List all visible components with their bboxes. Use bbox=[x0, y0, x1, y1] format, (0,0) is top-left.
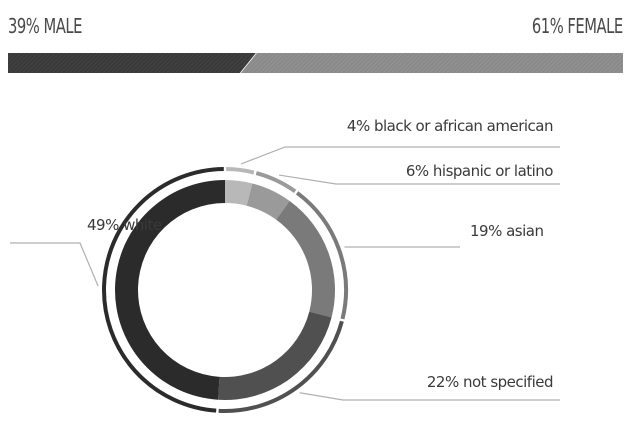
leader-line-not-specified bbox=[299, 392, 560, 401]
slice-asian bbox=[276, 201, 335, 318]
label-not-specified: 22% not specified bbox=[427, 373, 553, 391]
label-white: 49% white bbox=[87, 216, 162, 234]
slice-black-or-african-american bbox=[225, 180, 253, 206]
female-bar-segment bbox=[240, 53, 623, 73]
slice-hispanic-or-latino bbox=[246, 183, 290, 220]
male-bar-segment bbox=[8, 53, 256, 73]
gender-split-bar bbox=[8, 53, 623, 73]
outer-ring-hispanic-or-latino bbox=[255, 171, 297, 194]
male-percentage-label: 39% MALE bbox=[8, 14, 82, 38]
leader-line-hispanic-or-latino bbox=[278, 174, 560, 185]
label-asian: 19% asian bbox=[470, 222, 543, 240]
outer-ring-asian bbox=[295, 191, 348, 320]
slice-not-specified bbox=[218, 311, 332, 400]
female-percentage-label: 61% FEMALE bbox=[532, 14, 623, 38]
outer-ring-not-specified bbox=[218, 320, 344, 413]
outer-ring-white bbox=[102, 167, 224, 413]
slice-white bbox=[115, 180, 225, 400]
leader-line-black-or-african-american bbox=[240, 146, 560, 165]
leader-line-white bbox=[10, 242, 99, 287]
label-hispanic-or-latino: 6% hispanic or latino bbox=[406, 162, 553, 180]
label-black-or-african-american: 4% black or african american bbox=[347, 117, 553, 135]
outer-ring-black-or-african-american bbox=[226, 167, 255, 175]
